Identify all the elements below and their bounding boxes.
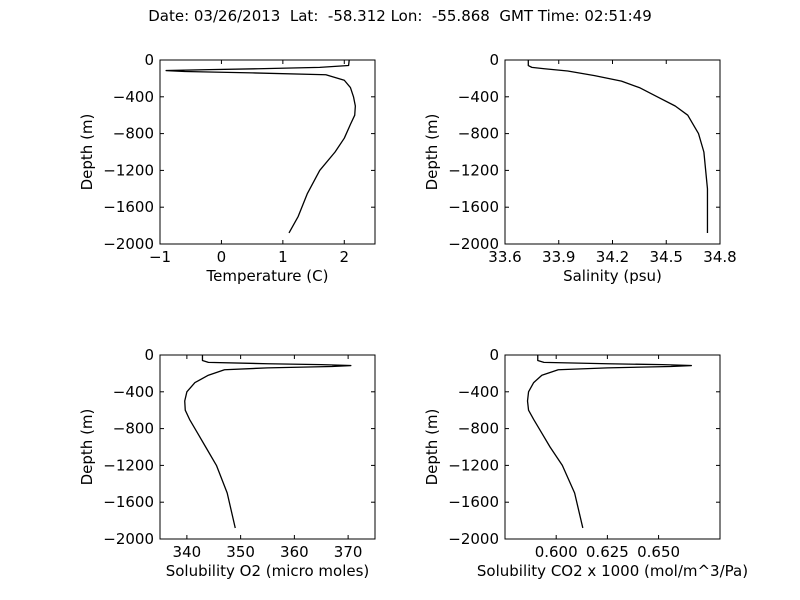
x-axis-label: Solubility CO2 x 1000 (mol/m^3/Pa) — [477, 562, 748, 580]
y-tick-label: −800 — [458, 420, 499, 438]
series-line — [165, 59, 356, 234]
series-line — [184, 355, 352, 529]
x-tick-label: 33.9 — [542, 248, 575, 266]
x-tick-label: 34.2 — [596, 248, 629, 266]
x-tick-label: 0.600 — [535, 543, 578, 561]
x-axis-label: Salinity (psu) — [563, 267, 662, 285]
y-tick-label: −400 — [458, 88, 499, 106]
y-tick-label: −1200 — [103, 456, 154, 474]
y-tick-label: −400 — [113, 383, 154, 401]
subplot-salinity: 33.6 33.9 34.2 34.5 34.8 0 −400 −800 −1200 −1600 −… — [423, 51, 737, 285]
y-tick-label: −2000 — [103, 530, 154, 548]
y-tick-label: −1200 — [103, 161, 154, 179]
y-tick-label: −400 — [113, 88, 154, 106]
y-axis-label: Depth (m) — [423, 409, 441, 486]
x-tick-label: −1 — [149, 248, 171, 266]
axes-frame — [159, 354, 376, 540]
y-axis-label: Depth (m) — [423, 114, 441, 191]
x-tick-label: 0.625 — [586, 543, 629, 561]
y-tick-label: −1600 — [103, 198, 154, 216]
subplot-solubility-o2: 340 350 360 370 0 −400 −800 −1200 −1600 −2000 Solu… — [78, 346, 376, 580]
axes-frame — [504, 59, 721, 245]
subplot-temperature: −1 0 1 2 0 −400 −800 −1200 −1600 −2000 Temperature… — [78, 51, 376, 285]
subplot-solubility-co2: 0.600 0.625 0.650 0 −400 −800 −1200 −1600 −2000 S… — [423, 346, 748, 580]
y-tick-label: 0 — [144, 51, 154, 69]
x-tick-label: 0 — [217, 248, 227, 266]
axes-frame — [159, 59, 376, 245]
x-tick-label: 340 — [173, 543, 202, 561]
y-tick-label: −1600 — [448, 198, 499, 216]
y-tick-label: −800 — [458, 125, 499, 143]
y-tick-label: −1600 — [103, 493, 154, 511]
y-tick-label: −800 — [113, 420, 154, 438]
x-axis-label: Solubility O2 (micro moles) — [166, 562, 370, 580]
x-tick-label: 350 — [226, 543, 255, 561]
figure-title: Date: 03/26/2013 Lat: -58.312 Lon: -55.8… — [148, 7, 652, 25]
x-tick-label: 360 — [280, 543, 309, 561]
y-tick-label: −1600 — [448, 493, 499, 511]
x-tick-label: 34.5 — [650, 248, 683, 266]
x-tick-label: 2 — [340, 248, 350, 266]
series-line — [527, 60, 709, 233]
x-tick-label: 370 — [334, 543, 363, 561]
x-tick-label: 1 — [278, 248, 288, 266]
y-tick-label: 0 — [489, 51, 499, 69]
y-tick-label: −2000 — [448, 530, 499, 548]
y-axis-label: Depth (m) — [78, 114, 96, 191]
series-line — [526, 355, 692, 529]
x-tick-label: 34.8 — [703, 248, 736, 266]
y-tick-label: −1200 — [448, 161, 499, 179]
y-tick-label: −2000 — [448, 235, 499, 253]
y-tick-label: −1200 — [448, 456, 499, 474]
y-tick-label: 0 — [144, 346, 154, 364]
y-axis-label: Depth (m) — [78, 409, 96, 486]
y-tick-label: −2000 — [103, 235, 154, 253]
axes-frame — [504, 354, 721, 540]
y-tick-label: −400 — [458, 383, 499, 401]
x-tick-label: 0.650 — [637, 543, 680, 561]
x-tick-label: 33.6 — [488, 248, 521, 266]
y-tick-label: −800 — [113, 125, 154, 143]
y-tick-label: 0 — [489, 346, 499, 364]
x-axis-label: Temperature (C) — [206, 267, 329, 285]
